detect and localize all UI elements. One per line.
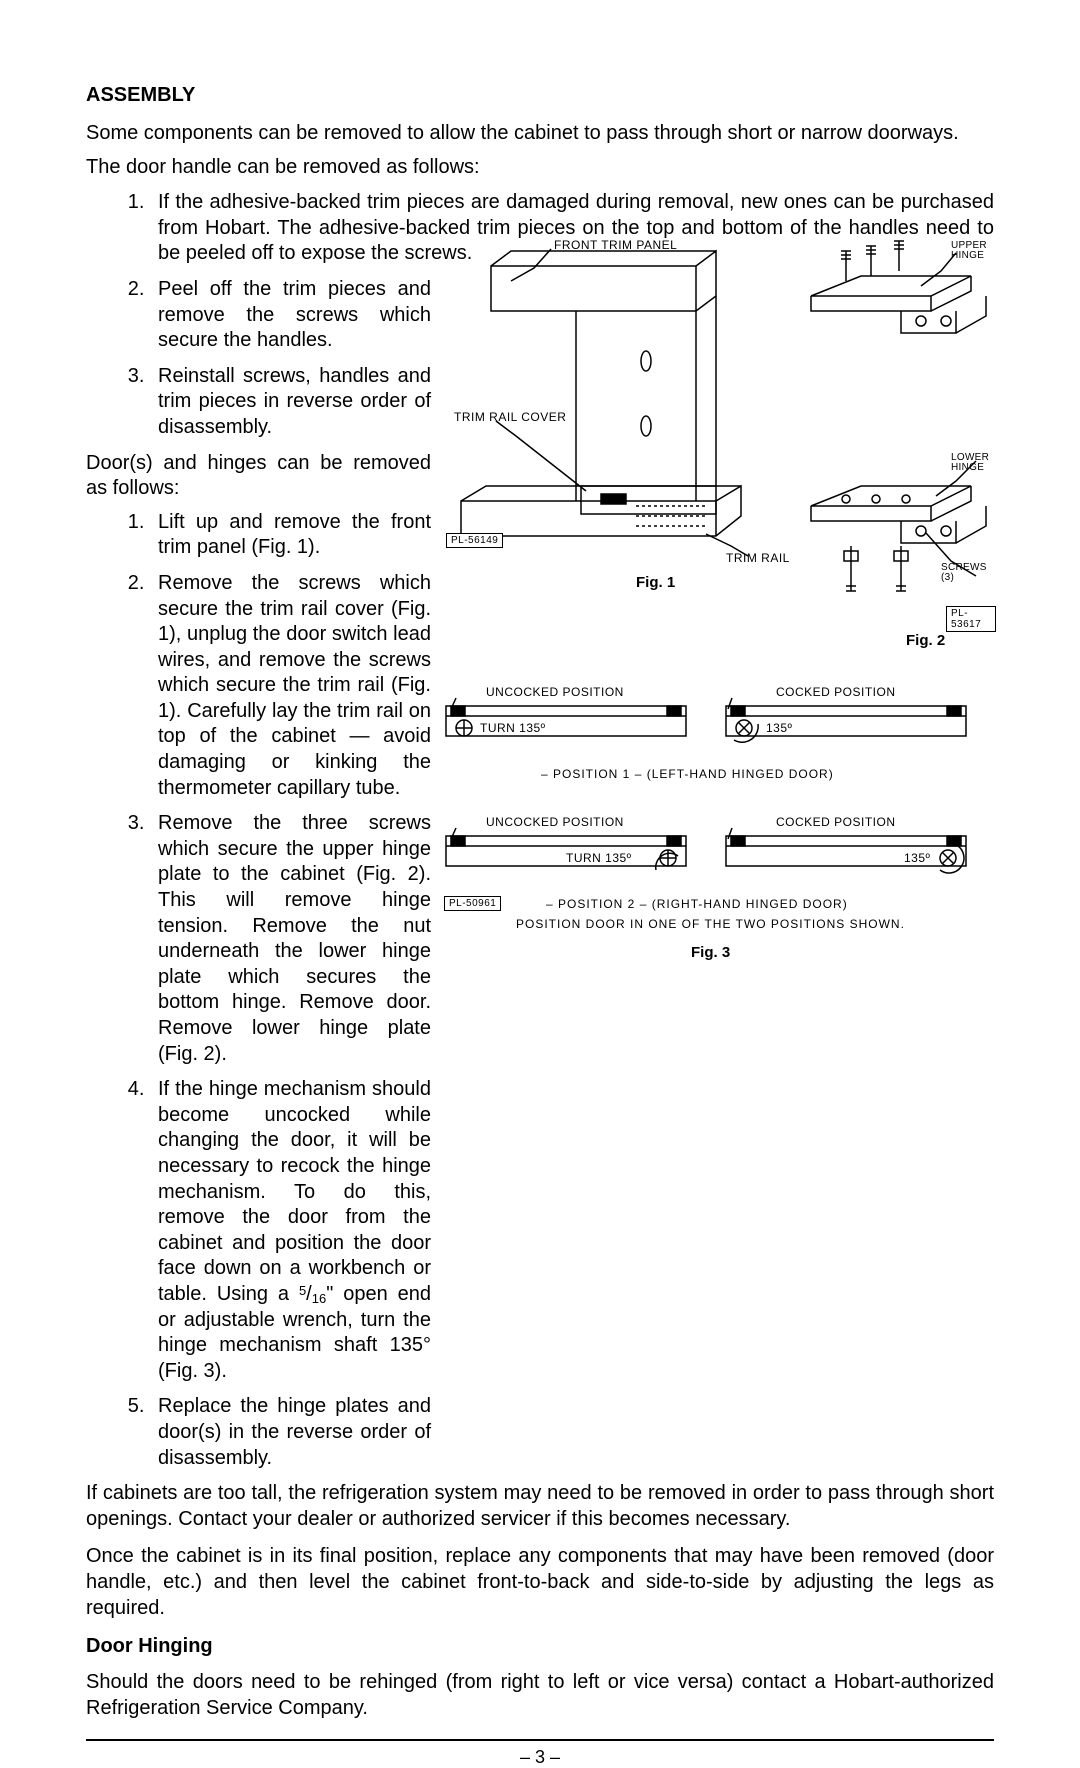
door-hinging-paragraph: Should the doors need to be rehinged (fr…: [86, 1670, 994, 1721]
intro-paragraph-1: Some components can be removed to allow …: [86, 121, 994, 147]
label-cocked-1: COCKED POSITION: [776, 686, 896, 699]
page-number: – 3 –: [520, 1747, 560, 1767]
figure-3: UNCOCKED POSITION COCKED POSITION TURN 1…: [436, 686, 996, 976]
plate-number-fig1: PL-56149: [446, 533, 503, 548]
heading-assembly: ASSEMBLY: [86, 84, 994, 107]
figure-3-caption: Fig. 3: [691, 944, 730, 961]
figure-1-and-2: FRONT TRIM PANEL TRIM RAIL COVER TRIM RA…: [436, 236, 996, 661]
intro-paragraph-2: The door handle can be removed as follow…: [86, 155, 994, 181]
label-turn135-1: TURN 135º: [480, 722, 546, 735]
label-front-trim-panel: FRONT TRIM PANEL: [554, 239, 677, 252]
label-screws-3: SCREWS (3): [941, 563, 987, 583]
label-135-1: 135º: [766, 722, 792, 735]
plate-number-fig2: PL-53617: [946, 606, 996, 632]
fraction-numerator: 5: [299, 1283, 306, 1298]
label-turn135-2: TURN 135º: [566, 852, 632, 865]
label-cocked-2: COCKED POSITION: [776, 816, 896, 829]
label-uncocked-1: UNCOCKED POSITION: [486, 686, 624, 699]
handle-steps-list-cont: Peel off the trim pieces and remove the …: [86, 277, 431, 441]
heading-door-hinging: Door Hinging: [86, 1635, 994, 1658]
step4-pre: If the hinge mechanism should become unc…: [158, 1078, 431, 1305]
list-item: Remove the three screws which secure the…: [150, 811, 431, 1067]
figure-1-caption: Fig. 1: [636, 574, 675, 591]
label-position-note: POSITION DOOR IN ONE OF THE TWO POSITION…: [516, 918, 905, 931]
door-steps-list: Lift up and remove the front trim panel …: [86, 510, 431, 1471]
label-135-2: 135º: [904, 852, 930, 865]
tall-cabinet-paragraph: If cabinets are too tall, the refrigerat…: [86, 1481, 994, 1532]
plate-number-fig3: PL-50961: [444, 896, 501, 911]
list-item: Reinstall screws, handles and trim piece…: [150, 364, 431, 441]
narrow-text-column: Peel off the trim pieces and remove the …: [86, 277, 431, 1471]
list-item: Replace the hinge plates and door(s) in …: [150, 1394, 431, 1471]
label-lower-hinge: LOWER HINGE: [951, 453, 989, 473]
label-trim-rail-cover: TRIM RAIL COVER: [454, 411, 566, 424]
door-intro: Door(s) and hinges can be removed as fol…: [86, 451, 431, 502]
label-position-2: – POSITION 2 – (RIGHT-HAND HINGED DOOR): [546, 898, 848, 911]
page-footer: – 3 –: [86, 1739, 994, 1768]
label-trim-rail: TRIM RAIL: [726, 552, 790, 565]
fraction-denom: 16: [312, 1291, 326, 1306]
list-item: Remove the screws which secure the trim …: [150, 571, 431, 801]
list-item: Peel off the trim pieces and remove the …: [150, 277, 431, 354]
final-position-paragraph: Once the cabinet is in its final positio…: [86, 1544, 994, 1621]
figure-1-svg: [436, 236, 996, 661]
label-position-1: – POSITION 1 – (LEFT-HAND HINGED DOOR): [541, 768, 834, 781]
label-uncocked-2: UNCOCKED POSITION: [486, 816, 624, 829]
fraction-5-16: 5/16: [299, 1283, 326, 1305]
list-item: If the hinge mechanism should become unc…: [150, 1077, 431, 1384]
label-upper-hinge: UPPER HINGE: [951, 241, 987, 261]
manual-page: ASSEMBLY Some components can be removed …: [0, 0, 1080, 1397]
list-item: Lift up and remove the front trim panel …: [150, 510, 431, 561]
figure-2-caption: Fig. 2: [906, 632, 945, 649]
